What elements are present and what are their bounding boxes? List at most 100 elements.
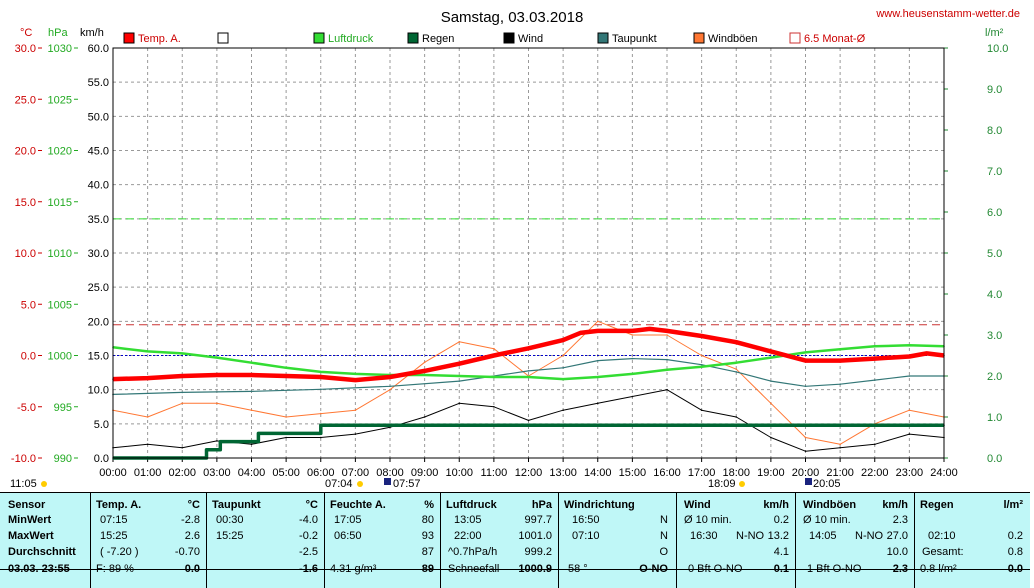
press-trend: ^0.7hPa/h	[448, 546, 498, 558]
hdr-dew: Taupunkt	[212, 499, 261, 511]
series-point	[389, 388, 391, 391]
series-point	[873, 379, 876, 381]
pressure-tick-label: 1025	[48, 94, 72, 106]
stats-col-gust: Windböen km/h Ø 10 min. 2.3 14:05 N-NO 2…	[795, 493, 915, 588]
series-layer	[112, 320, 945, 460]
time-tick-label: 01:00	[134, 467, 162, 479]
pressure-tick-label: 1005	[48, 299, 72, 311]
legend-swatch	[217, 32, 229, 44]
time-tick-label: 05:00	[272, 467, 300, 479]
pressure-tick-label: 1000	[48, 351, 72, 363]
legend-swatch	[693, 32, 705, 44]
series-point	[527, 376, 530, 378]
wind-max-dir: N-NO	[736, 530, 765, 542]
series-point	[458, 341, 461, 343]
gust-foot-right: 2.3	[892, 563, 908, 575]
rain-tick-label: 0.0	[987, 453, 1002, 465]
legend-swatch	[597, 32, 609, 44]
row-avg: Durchschnitt	[8, 546, 76, 558]
sunrise-label: 07:04	[325, 478, 353, 490]
series-point	[579, 332, 582, 334]
series-point	[735, 361, 738, 364]
series-point	[319, 371, 322, 373]
rain-total-label: Gesamt:	[922, 546, 964, 558]
press-max-time: 22:00	[454, 530, 482, 542]
wind-tick-label: 50.0	[88, 111, 109, 123]
time-tick-label: 20:00	[792, 467, 820, 479]
wind-unit: km/h	[80, 27, 104, 39]
series-point	[873, 443, 876, 446]
series-point	[839, 359, 841, 362]
time-tick-label: 11:00	[481, 467, 508, 479]
series-point	[700, 365, 703, 368]
series-point	[527, 347, 530, 350]
temp-tick-label: -10.0	[11, 453, 36, 465]
temp-avg-value: -0.70	[174, 546, 200, 558]
series-point	[631, 330, 634, 332]
temp-tick-label: 25.0	[15, 94, 36, 106]
temp-tick-label: 0.0	[21, 351, 36, 363]
website-label[interactable]: www.heusenstamm-wetter.de	[875, 8, 1020, 20]
hum-max-time: 06:50	[334, 530, 362, 542]
series-point	[839, 443, 841, 446]
time-tick-label: 09:00	[411, 467, 439, 479]
weather-chart: Samstag, 03.03.2018 www.heusenstamm-wett…	[10, 8, 1020, 490]
temp-max-time: 15:25	[100, 530, 128, 542]
series-point	[354, 373, 357, 375]
dir-max-time: 07:10	[572, 530, 600, 542]
series-point	[700, 354, 703, 357]
series-point	[700, 335, 703, 337]
dir-min-time: 16:50	[572, 514, 600, 526]
axis-labels: 30.0 25.0 20.0 15.0 10.0 5.0 0.0 -5.0 -10.0 1030 1…	[11, 43, 1009, 479]
hdr-gust-unit: km/h	[882, 499, 908, 511]
gust-max-value: 27.0	[886, 530, 908, 542]
plot-frame	[112, 47, 945, 459]
wind-tick-label: 30.0	[88, 248, 109, 260]
series-point	[458, 402, 461, 405]
dew-min-time: 00:30	[216, 514, 244, 526]
time-tick-label: 06:00	[307, 467, 335, 479]
gust-avg-value: 10.0	[886, 546, 908, 558]
legend-swatch	[789, 32, 801, 44]
legend-label: Taupunkt	[612, 33, 657, 45]
wind-tick-label: 15.0	[88, 351, 109, 363]
series-point	[596, 330, 599, 332]
series-point	[285, 375, 287, 377]
series-point	[562, 378, 564, 380]
legend-swatch	[123, 32, 135, 44]
time-tick-label: 21:00	[826, 467, 854, 479]
series-point	[735, 341, 738, 343]
series-point	[873, 345, 876, 348]
series-point	[631, 334, 634, 336]
series-point	[250, 443, 253, 446]
gust-max-time: 14:05	[809, 530, 837, 542]
temp-tick-label: 5.0	[21, 299, 36, 311]
series-point	[873, 357, 876, 360]
time-tick-label: 17:00	[688, 467, 716, 479]
time-tick-label: 07:00	[342, 467, 370, 479]
series-point	[666, 358, 668, 361]
time-tick-label: 08:00	[376, 467, 404, 479]
series-point	[596, 320, 599, 323]
series-point	[319, 436, 322, 439]
dusk-label: 20:05	[813, 478, 841, 490]
dir-foot-left: 58 °	[568, 563, 588, 575]
stats-col-temp: Temp. A. °C 07:15 -2.8 15:25 2.6 ( -7.20…	[90, 493, 207, 588]
time-tick-label: 13:00	[549, 467, 577, 479]
series-point	[631, 395, 634, 398]
series-point	[458, 362, 461, 365]
stats-col-dew: Taupunkt °C 00:30 -4.0 15:25 -0.2 -2.5 -…	[206, 493, 325, 588]
hum-min-time: 17:05	[334, 514, 362, 526]
series-point	[257, 432, 260, 435]
time-tick-label: 16:00	[653, 467, 681, 479]
series-point	[770, 380, 772, 382]
series-point	[423, 370, 426, 372]
wind-avg-value: 4.1	[773, 546, 789, 558]
series-point	[493, 376, 495, 378]
series-point	[493, 347, 495, 350]
hdr-wind-unit: km/h	[763, 499, 789, 511]
series-point	[181, 391, 184, 394]
series-point	[285, 416, 287, 418]
series-point	[700, 363, 703, 366]
time-tick-label: 03:00	[203, 467, 231, 479]
